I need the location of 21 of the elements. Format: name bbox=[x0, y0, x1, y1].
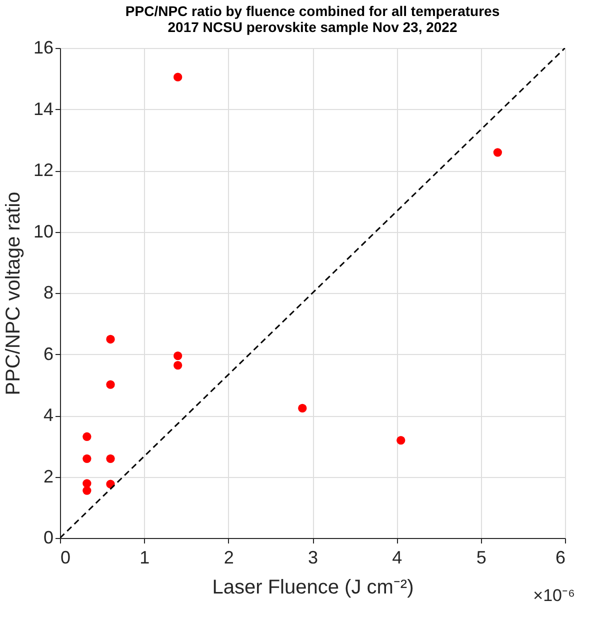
x-tick-label: 1 bbox=[140, 548, 150, 568]
x-tick-label: 5 bbox=[476, 548, 486, 568]
y-tick-label: 6 bbox=[43, 344, 54, 364]
y-tick-label: 4 bbox=[43, 405, 54, 425]
y-tick-label: 2 bbox=[43, 466, 54, 486]
x-axis-title: Laser Fluence (J cm⁻²) bbox=[212, 576, 414, 598]
y-tick-label: 10 bbox=[33, 221, 54, 242]
y-axis-title: PPC/NPC voltage ratio bbox=[2, 192, 24, 396]
chart-title: PPC/NPC ratio by fluence combined for all temperatures bbox=[125, 3, 500, 19]
y-tick-label: 0 bbox=[43, 528, 54, 548]
y-tick-label: 12 bbox=[33, 160, 54, 180]
y-tick-label: 8 bbox=[43, 282, 54, 302]
chart-subtitle: 2017 NCSU perovskite sample Nov 23, 2022 bbox=[168, 19, 458, 35]
y-tick-label: 14 bbox=[33, 98, 54, 119]
y-tick-label: 16 bbox=[33, 38, 54, 58]
x-tick-label: 6 bbox=[555, 548, 566, 568]
x-tick-label: 2 bbox=[224, 548, 234, 568]
x-tick-label: 0 bbox=[60, 548, 71, 568]
text: ×10⁻⁶ bbox=[533, 586, 575, 605]
x-tick-label: 3 bbox=[308, 548, 318, 568]
x-tick-label: 4 bbox=[392, 548, 402, 568]
